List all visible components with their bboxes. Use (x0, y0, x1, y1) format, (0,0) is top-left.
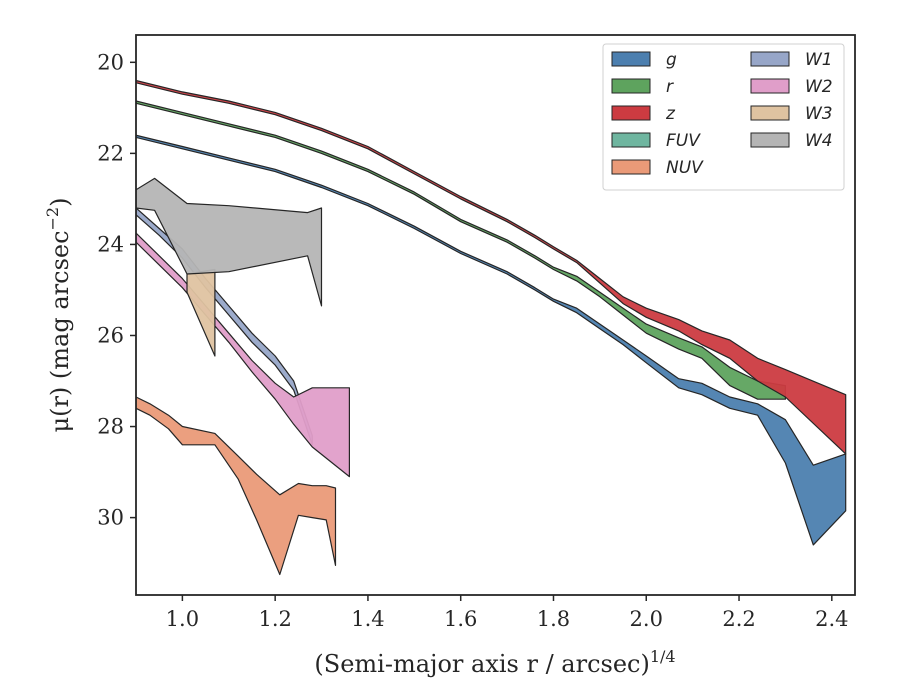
y-axis-label-close: ) (46, 198, 74, 207)
legend-label: z (665, 104, 676, 124)
y-tick-label: 22 (97, 141, 124, 165)
y-axis-label-part1: μ(r) (mag arcsec (46, 230, 74, 432)
plot-frame (135, 34, 856, 596)
x-axis-label-exponent: 1/4 (650, 647, 676, 666)
legend-swatch (750, 105, 790, 121)
y-axis: 20 22 24 26 28 30 (97, 50, 136, 530)
y-axis-label-exponent: −2 (43, 207, 62, 231)
legend-item-w3: W3 (750, 104, 833, 124)
legend-item-z: z (611, 104, 676, 124)
band-z (136, 79, 847, 455)
legend-label: FUV (666, 131, 701, 151)
x-axis-label-part1: (Semi-major axis r / arcsec) (314, 650, 649, 678)
x-tick-label: 1.8 (537, 607, 570, 631)
legend-item-nuv: NUV (611, 158, 704, 178)
x-tick-label: 2.4 (815, 607, 848, 631)
band-r (136, 100, 787, 400)
y-tick-label: 28 (97, 415, 124, 439)
band-w4 (136, 177, 323, 307)
legend-label: NUV (666, 158, 704, 178)
legend-label: W3 (805, 104, 833, 124)
band-nuv (136, 396, 337, 576)
x-tick-label: 1.6 (444, 607, 477, 631)
x-tick-label: 2.0 (630, 607, 663, 631)
x-tick-label: 1.2 (258, 607, 291, 631)
y-tick-label: 24 (97, 232, 124, 256)
legend-label: r (666, 77, 674, 97)
legend-label: W4 (805, 131, 833, 151)
x-axis: 1.0 1.2 1.4 1.6 1.8 2.0 2.2 2.4 (166, 595, 849, 631)
legend-label: g (666, 50, 677, 70)
x-tick-label: 1.0 (166, 607, 199, 631)
band-g (136, 134, 847, 546)
legend-swatch (611, 51, 651, 67)
legend-label: W2 (805, 77, 833, 97)
legend-item-r: r (611, 77, 674, 97)
legend-swatch (611, 78, 651, 94)
legend-label: W1 (805, 50, 833, 70)
y-axis-label-group: μ(r) (mag arcsec−2) (43, 198, 74, 433)
legend-item-g: g (611, 50, 677, 70)
x-axis-label: (Semi-major axis r / arcsec)1/4 (314, 647, 675, 678)
y-tick-label: 30 (97, 506, 124, 530)
legend-item-fuv: FUV (611, 131, 701, 151)
legend-swatch (750, 78, 790, 94)
legend-swatch (750, 51, 790, 67)
legend-swatch (611, 105, 651, 121)
legend-item-w1: W1 (750, 50, 833, 70)
y-tick-label: 20 (97, 50, 124, 74)
y-axis-label: μ(r) (mag arcsec−2) (43, 198, 74, 433)
y-tick-label: 26 (97, 323, 124, 347)
legend-item-w4: W4 (750, 131, 833, 151)
x-tick-label: 2.2 (722, 607, 755, 631)
series-layer (136, 79, 847, 576)
legend-swatch (611, 159, 651, 175)
legend-swatch (750, 132, 790, 148)
legend-swatch (611, 132, 651, 148)
legend: grz FUV NUV W1 W2 W3 W4 (602, 43, 845, 191)
legend-item-w2: W2 (750, 77, 833, 97)
x-tick-label: 1.4 (351, 607, 384, 631)
